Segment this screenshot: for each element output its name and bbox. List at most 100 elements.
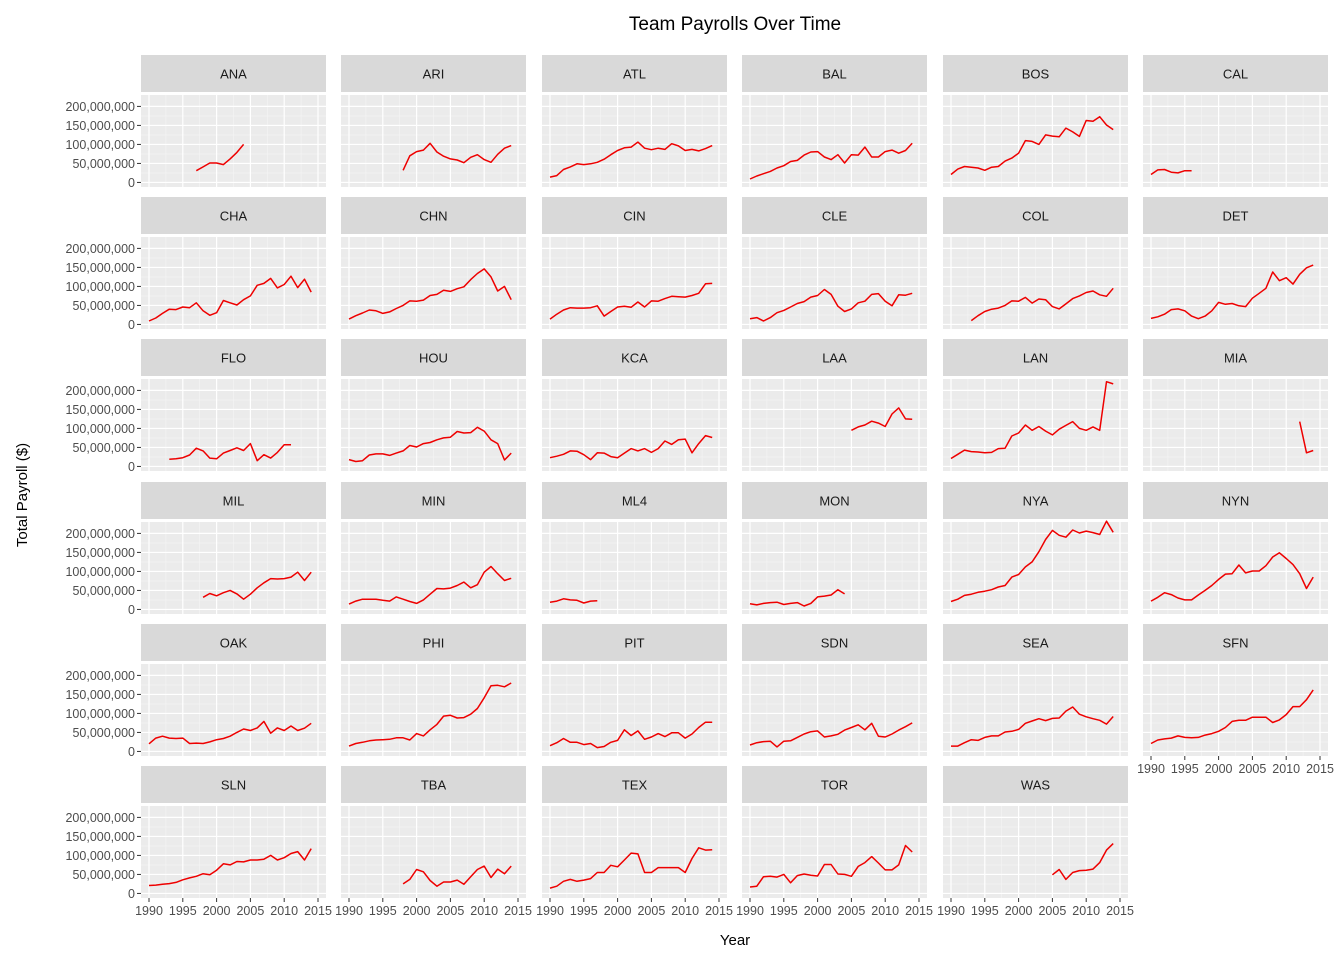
series-line-ari bbox=[402, 142, 512, 171]
facet-strip-label: MIL bbox=[223, 494, 245, 509]
y-tick-label: 100,000,000 bbox=[65, 422, 135, 436]
y-tick-label: 150,000,000 bbox=[65, 830, 135, 844]
facet-strip bbox=[542, 766, 727, 803]
series-line-kca bbox=[549, 434, 713, 461]
y-tick-label: 200,000,000 bbox=[65, 242, 135, 256]
x-tick-label: 1990 bbox=[1137, 762, 1165, 776]
facet-strip bbox=[1143, 55, 1328, 92]
facet-strip bbox=[542, 482, 727, 519]
facet-strip bbox=[542, 55, 727, 92]
series-line-ana bbox=[195, 143, 245, 172]
y-tick-label: 0 bbox=[128, 318, 135, 332]
y-tick-label: 100,000,000 bbox=[65, 565, 135, 579]
series-line-pit bbox=[549, 721, 713, 749]
y-tick-label: 0 bbox=[128, 460, 135, 474]
facet-strip-label: NYN bbox=[1222, 494, 1249, 509]
y-tick-label: 150,000,000 bbox=[65, 261, 135, 275]
x-tick-label: 2000 bbox=[203, 904, 231, 918]
facet-strip-label: MIN bbox=[422, 494, 446, 509]
facet-panel-kca: KCA bbox=[542, 339, 727, 471]
series-line-ml4 bbox=[549, 598, 598, 604]
series-line-mia bbox=[1298, 421, 1314, 454]
series-line-sdn bbox=[749, 722, 913, 748]
facet-strip bbox=[141, 55, 326, 92]
facet-strip bbox=[943, 55, 1128, 92]
series-line-nya bbox=[950, 520, 1114, 603]
facet-strip-label: LAN bbox=[1023, 351, 1048, 366]
x-axis-title: Year bbox=[720, 932, 750, 949]
x-tick-label: 2015 bbox=[705, 904, 733, 918]
x-tick-label: 2010 bbox=[470, 904, 498, 918]
x-tick-label: 1990 bbox=[937, 904, 965, 918]
facet-panel-tex: TEX 1990 1995 2000 2005 2010 2015 bbox=[536, 766, 733, 918]
facet-strip-label: CHN bbox=[419, 209, 447, 224]
series-line-cal bbox=[1150, 168, 1192, 176]
x-tick-label: 1995 bbox=[770, 904, 798, 918]
x-tick-label: 1995 bbox=[169, 904, 197, 918]
facet-strip-label: DET bbox=[1223, 209, 1249, 224]
x-tick-label: 2015 bbox=[1106, 904, 1134, 918]
facet-panel-col: COL bbox=[943, 197, 1128, 329]
x-tick-label: 2010 bbox=[871, 904, 899, 918]
facet-strip bbox=[943, 482, 1128, 519]
x-tick-label: 2000 bbox=[1205, 762, 1233, 776]
x-tick-label: 2015 bbox=[905, 904, 933, 918]
facet-strip-label: BAL bbox=[822, 67, 847, 82]
facet-strip bbox=[742, 55, 927, 92]
facet-panel-mia: MIA bbox=[1143, 339, 1328, 471]
facet-strip-label: ATL bbox=[623, 67, 646, 82]
facet-strip bbox=[1143, 624, 1328, 661]
facet-strip bbox=[742, 339, 927, 376]
series-line-tex bbox=[549, 847, 713, 889]
facet-strip bbox=[742, 766, 927, 803]
facet-strip-label: ARI bbox=[423, 67, 445, 82]
y-tick-label: 200,000,000 bbox=[65, 100, 135, 114]
series-line-bal bbox=[749, 142, 913, 180]
series-line-det bbox=[1150, 264, 1314, 320]
y-tick-label: 150,000,000 bbox=[65, 403, 135, 417]
facet-strip-label: TEX bbox=[622, 778, 648, 793]
facet-strip bbox=[1143, 197, 1328, 234]
x-tick-label: 2015 bbox=[1306, 762, 1334, 776]
facet-strip-label: LAA bbox=[822, 351, 847, 366]
facet-strip-label: SFN bbox=[1223, 636, 1249, 651]
facet-panel-nya: NYA bbox=[943, 482, 1128, 614]
facet-panel-ml4: ML4 bbox=[542, 482, 727, 614]
facet-strip bbox=[1143, 339, 1328, 376]
facet-strip-label: COL bbox=[1022, 209, 1049, 224]
facet-strip-label: CLE bbox=[822, 209, 848, 224]
x-tick-label: 1990 bbox=[135, 904, 163, 918]
facet-strip bbox=[141, 197, 326, 234]
facet-strip-label: CHA bbox=[220, 209, 248, 224]
x-tick-label: 2000 bbox=[403, 904, 431, 918]
facet-strip bbox=[141, 339, 326, 376]
x-tick-label: 1995 bbox=[570, 904, 598, 918]
series-line-mon bbox=[749, 588, 845, 607]
x-tick-label: 2005 bbox=[837, 904, 865, 918]
y-tick-label: 100,000,000 bbox=[65, 280, 135, 294]
facet-panel-hou: HOU bbox=[341, 339, 526, 471]
facet-panel-bos: BOS bbox=[943, 55, 1128, 187]
facet-strip-label: FLO bbox=[221, 351, 246, 366]
y-axis-title: Total Payroll ($) bbox=[14, 443, 31, 547]
facet-panel-tba: TBA 1990 1995 2000 2005 2010 2015 bbox=[335, 766, 532, 918]
x-tick-label: 2000 bbox=[804, 904, 832, 918]
facet-strip bbox=[341, 482, 526, 519]
facet-strip bbox=[542, 624, 727, 661]
facet-panel-mon: MON bbox=[742, 482, 927, 614]
facet-strip bbox=[141, 482, 326, 519]
facet-panels: ANA 0 50,000,000 100,000,000 150,000,000 200,… bbox=[65, 55, 1334, 918]
facet-panel-min: MIN bbox=[341, 482, 526, 614]
series-line-hou bbox=[348, 426, 512, 463]
series-line-col bbox=[970, 287, 1114, 322]
series-line-atl bbox=[549, 141, 713, 178]
facet-panel-bal: BAL bbox=[742, 55, 927, 187]
facet-strip-label: BOS bbox=[1022, 67, 1050, 82]
x-tick-label: 1990 bbox=[536, 904, 564, 918]
series-line-oak bbox=[148, 720, 312, 745]
series-line-min bbox=[348, 565, 512, 605]
facet-strip-label: SLN bbox=[221, 778, 246, 793]
x-tick-label: 2010 bbox=[1272, 762, 1300, 776]
facet-strip-label: CIN bbox=[623, 209, 645, 224]
